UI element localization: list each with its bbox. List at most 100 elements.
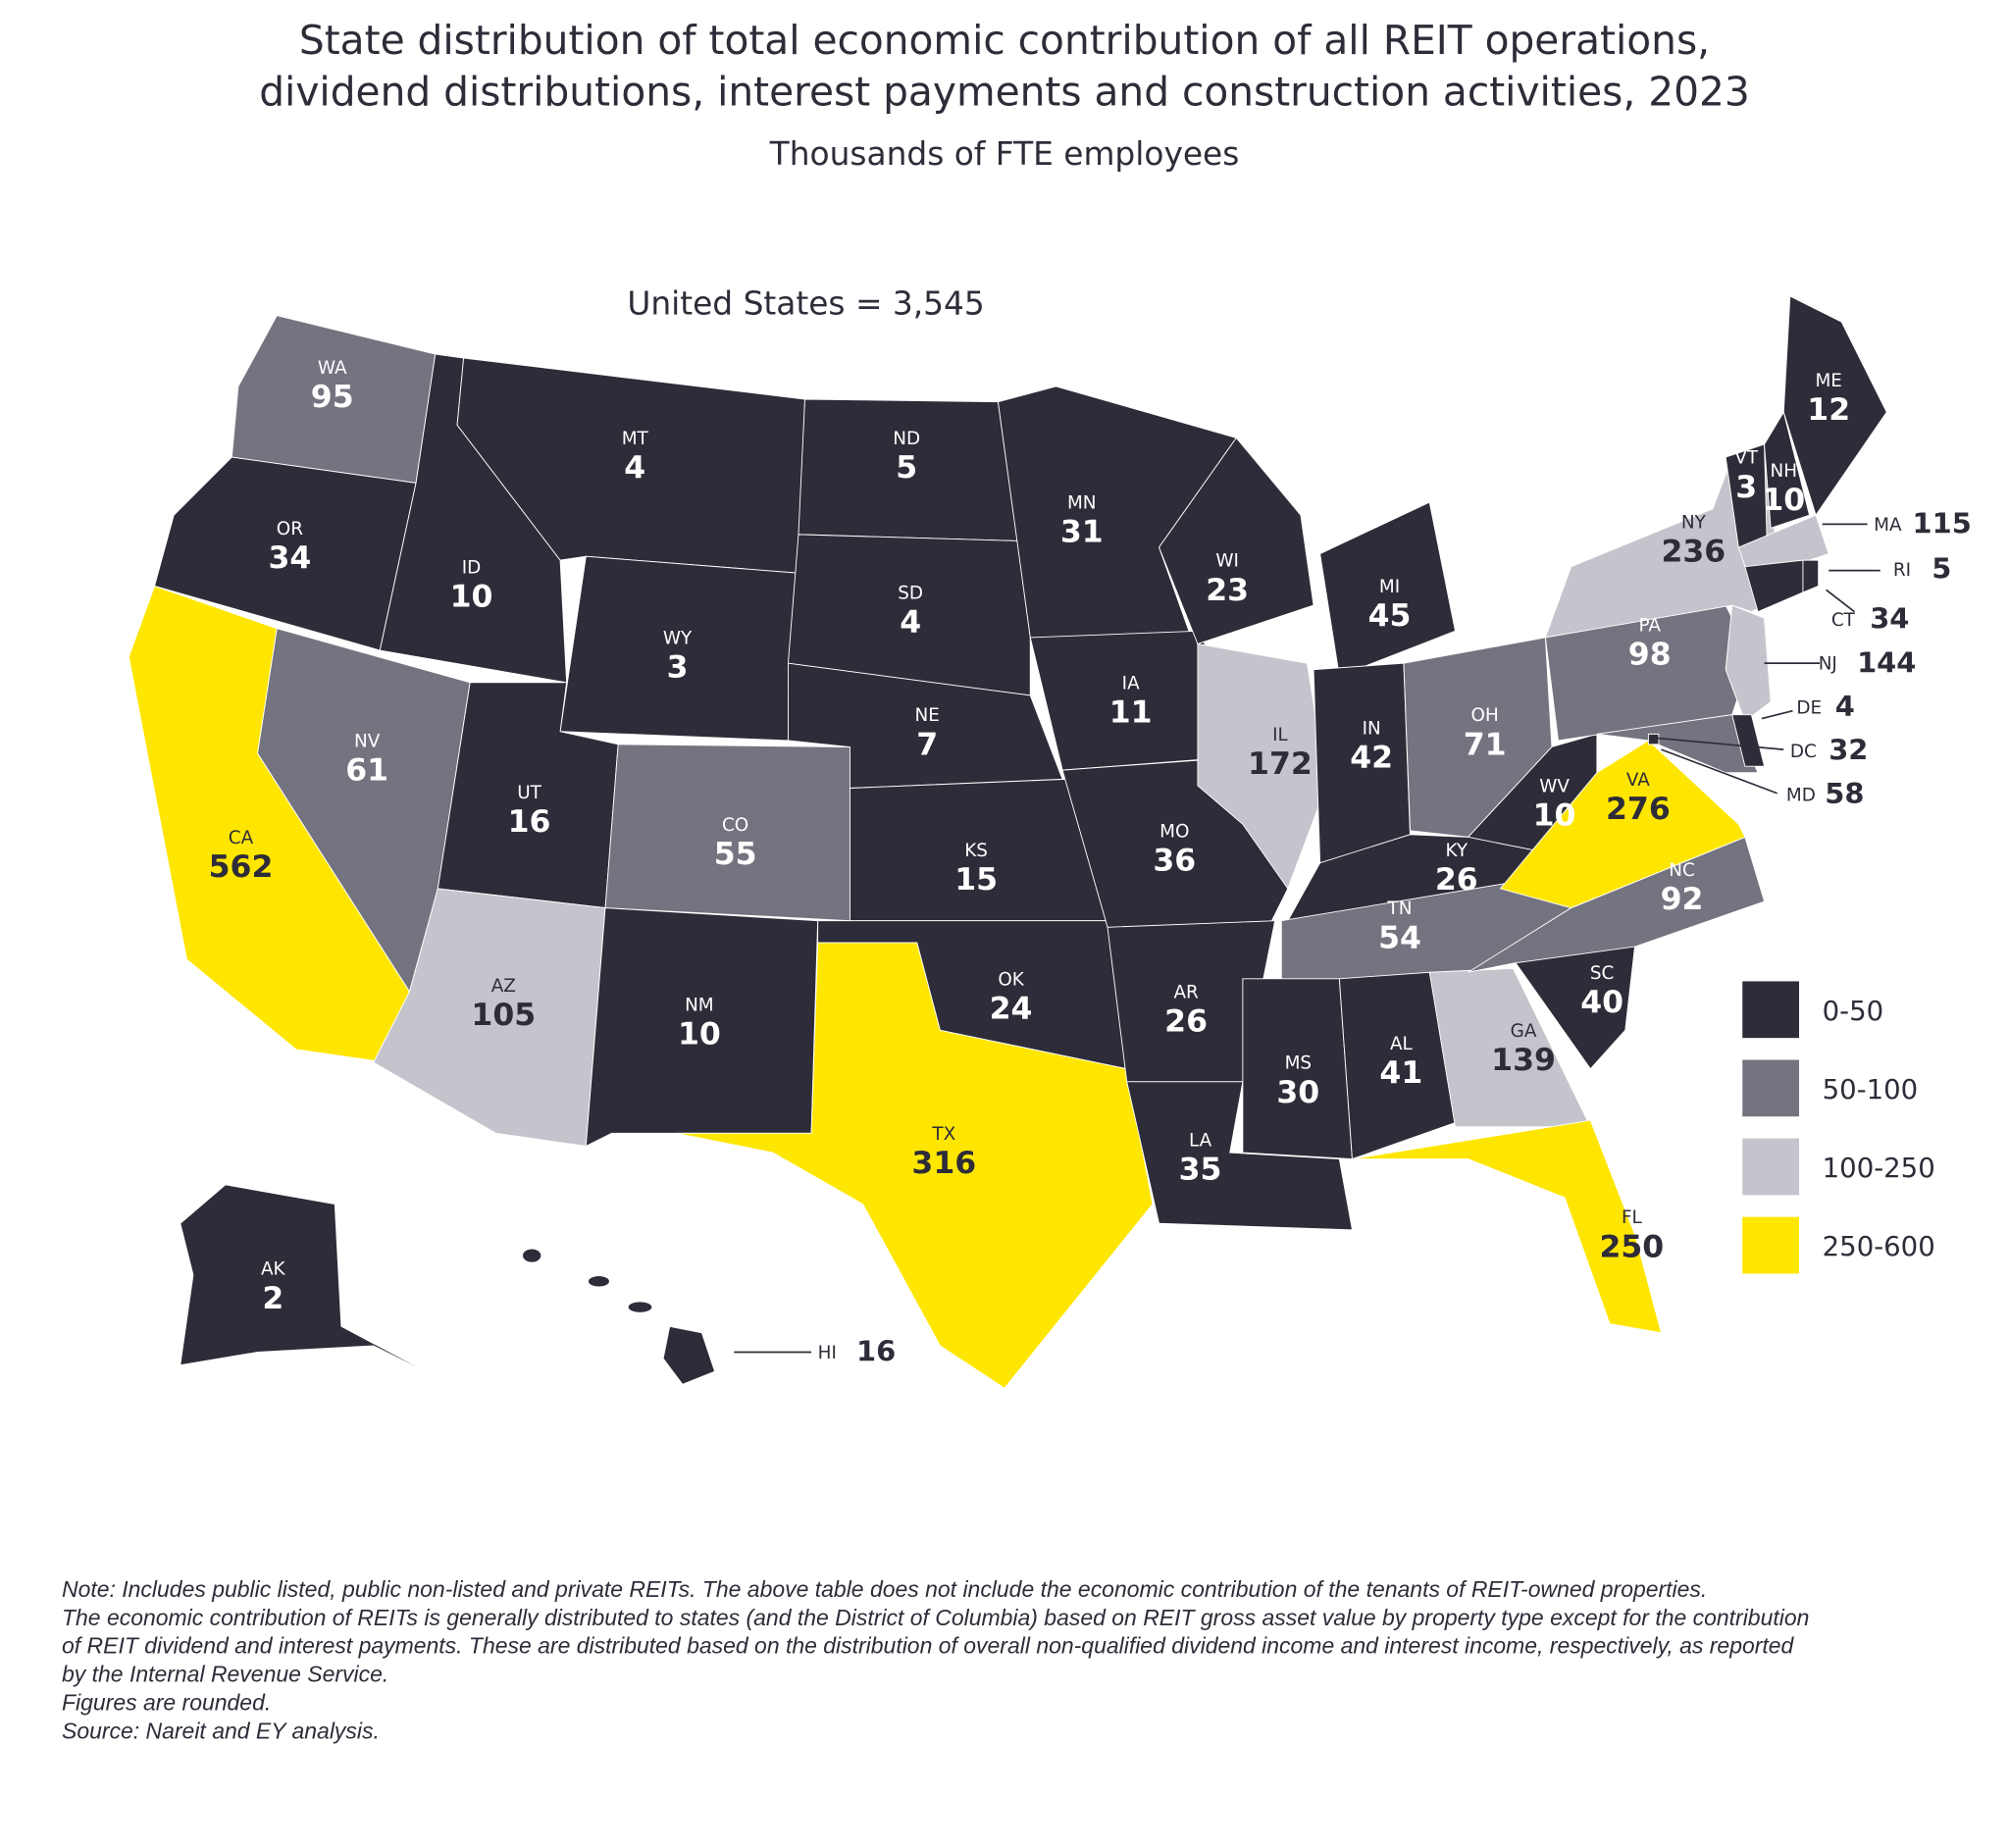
legend-swatch: [1742, 981, 1800, 1039]
state-abbr-label: PA: [1638, 615, 1661, 636]
state-value-label: 4: [1835, 690, 1855, 723]
state-value-label: 144: [1857, 645, 1916, 679]
state-value-label: 55: [714, 837, 757, 872]
state-md: [1596, 714, 1759, 774]
state-value-label: 10: [678, 1017, 721, 1052]
state-value-label: 23: [1206, 573, 1249, 608]
state-value-label: 98: [1628, 637, 1672, 672]
state-value-label: 40: [1580, 985, 1623, 1020]
title-line-2: dividend distributions, interest payment…: [259, 69, 1750, 116]
state-abbr-label: WI: [1215, 551, 1239, 572]
state-value-label: 36: [1153, 844, 1196, 879]
state-value-label: 34: [268, 540, 311, 576]
state-hi: [662, 1325, 716, 1385]
state-abbr-label: AR: [1173, 982, 1199, 1002]
state-dc: [1647, 733, 1660, 745]
state-value-label: 4: [900, 605, 921, 641]
state-value-label: 41: [1379, 1055, 1422, 1091]
state-or: [153, 456, 417, 651]
state-value-label: 42: [1350, 740, 1393, 775]
state-abbr-label: NY: [1681, 512, 1707, 533]
note-line: Source: Nareit and EY analysis.: [62, 1718, 380, 1743]
legend-label: 250-600: [1823, 1231, 1935, 1262]
legend-label: 50-100: [1823, 1074, 1919, 1105]
state-abbr-label: MT: [622, 429, 649, 449]
title-line-1: State distribution of total economic con…: [299, 17, 1710, 64]
notes: Note: Includes public listed, public non…: [62, 1576, 1809, 1743]
note-line: Figures are rounded.: [62, 1689, 271, 1715]
callout-line: [1661, 748, 1777, 795]
state-tx: [676, 942, 1154, 1389]
state-value-label: 11: [1109, 695, 1153, 731]
state-value-label: 276: [1606, 792, 1671, 827]
state-value-label: 30: [1276, 1075, 1319, 1110]
state-abbr-label: VT: [1734, 448, 1759, 469]
state-value-label: 10: [1533, 798, 1576, 834]
state-abbr-label: MA: [1874, 515, 1902, 536]
state-abbr-label: CA: [229, 828, 254, 848]
state-value-label: 5: [896, 450, 917, 486]
state-value-label: 172: [1248, 746, 1313, 782]
note-line: by the Internal Revenue Service.: [62, 1662, 388, 1687]
state-abbr-label: KS: [964, 841, 988, 861]
state-shapes: [128, 295, 1887, 1389]
state-value-label: 316: [911, 1146, 976, 1181]
state-labels: WA95OR34CA562NV61ID10MT4WY3UT16AZ105CO55…: [209, 358, 1972, 1368]
state-value-label: 115: [1913, 507, 1972, 540]
state-abbr-label: NV: [354, 731, 381, 751]
state-abbr-label: MD: [1786, 786, 1816, 806]
state-mi: [1319, 501, 1457, 677]
state-value-label: 4: [624, 450, 645, 486]
state-nj: [1725, 604, 1772, 722]
state-abbr-label: AZ: [491, 976, 516, 997]
note-line: Note: Includes public listed, public non…: [62, 1576, 1707, 1602]
state-abbr-label: SC: [1590, 963, 1614, 984]
state-hi-island: [588, 1276, 609, 1287]
state-abbr-label: MO: [1159, 821, 1189, 842]
state-value-label: 31: [1060, 515, 1104, 550]
state-abbr-label: TN: [1387, 898, 1413, 919]
legend-label: 100-250: [1823, 1153, 1935, 1184]
state-hi-island: [523, 1249, 541, 1262]
state-abbr-label: TX: [931, 1124, 955, 1145]
legend-swatch: [1742, 1059, 1800, 1117]
state-ri: [1802, 559, 1820, 593]
state-abbr-label: IN: [1363, 718, 1381, 739]
state-abbr-label: LA: [1189, 1130, 1212, 1151]
state-nh: [1764, 410, 1811, 529]
state-value-label: 562: [209, 849, 274, 885]
state-abbr-label: AL: [1390, 1034, 1414, 1054]
state-abbr-label: KY: [1445, 841, 1468, 861]
state-value-label: 34: [1870, 602, 1909, 636]
state-fl: [1352, 1119, 1663, 1334]
state-abbr-label: WY: [663, 628, 693, 648]
state-il: [1197, 642, 1327, 890]
callout-line: [1761, 709, 1793, 720]
state-value-label: 45: [1368, 598, 1412, 634]
state-abbr-label: OK: [998, 969, 1024, 990]
state-value-label: 24: [990, 991, 1033, 1026]
state-abbr-label: DE: [1796, 697, 1822, 718]
state-value-label: 3: [1735, 470, 1757, 505]
state-abbr-label: UT: [517, 783, 541, 803]
state-value-label: 16: [508, 804, 551, 840]
state-abbr-label: RI: [1893, 560, 1911, 581]
state-value-label: 26: [1435, 862, 1478, 898]
state-value-label: 15: [954, 862, 998, 898]
state-value-label: 139: [1491, 1043, 1556, 1078]
state-mo: [1061, 759, 1289, 928]
callout-line: [1654, 737, 1784, 750]
state-abbr-label: VA: [1626, 770, 1650, 791]
state-abbr-label: HI: [818, 1343, 837, 1363]
state-value-label: 35: [1179, 1153, 1222, 1188]
state-value-label: 10: [450, 579, 493, 614]
state-value-label: 54: [1378, 920, 1421, 955]
state-value-label: 10: [1762, 483, 1805, 518]
state-value-label: 58: [1825, 777, 1864, 810]
state-value-label: 26: [1164, 1004, 1208, 1040]
state-value-label: 3: [667, 650, 689, 686]
state-value-label: 12: [1807, 392, 1850, 428]
state-value-label: 5: [1932, 552, 1951, 586]
callout-line: [1826, 589, 1855, 613]
